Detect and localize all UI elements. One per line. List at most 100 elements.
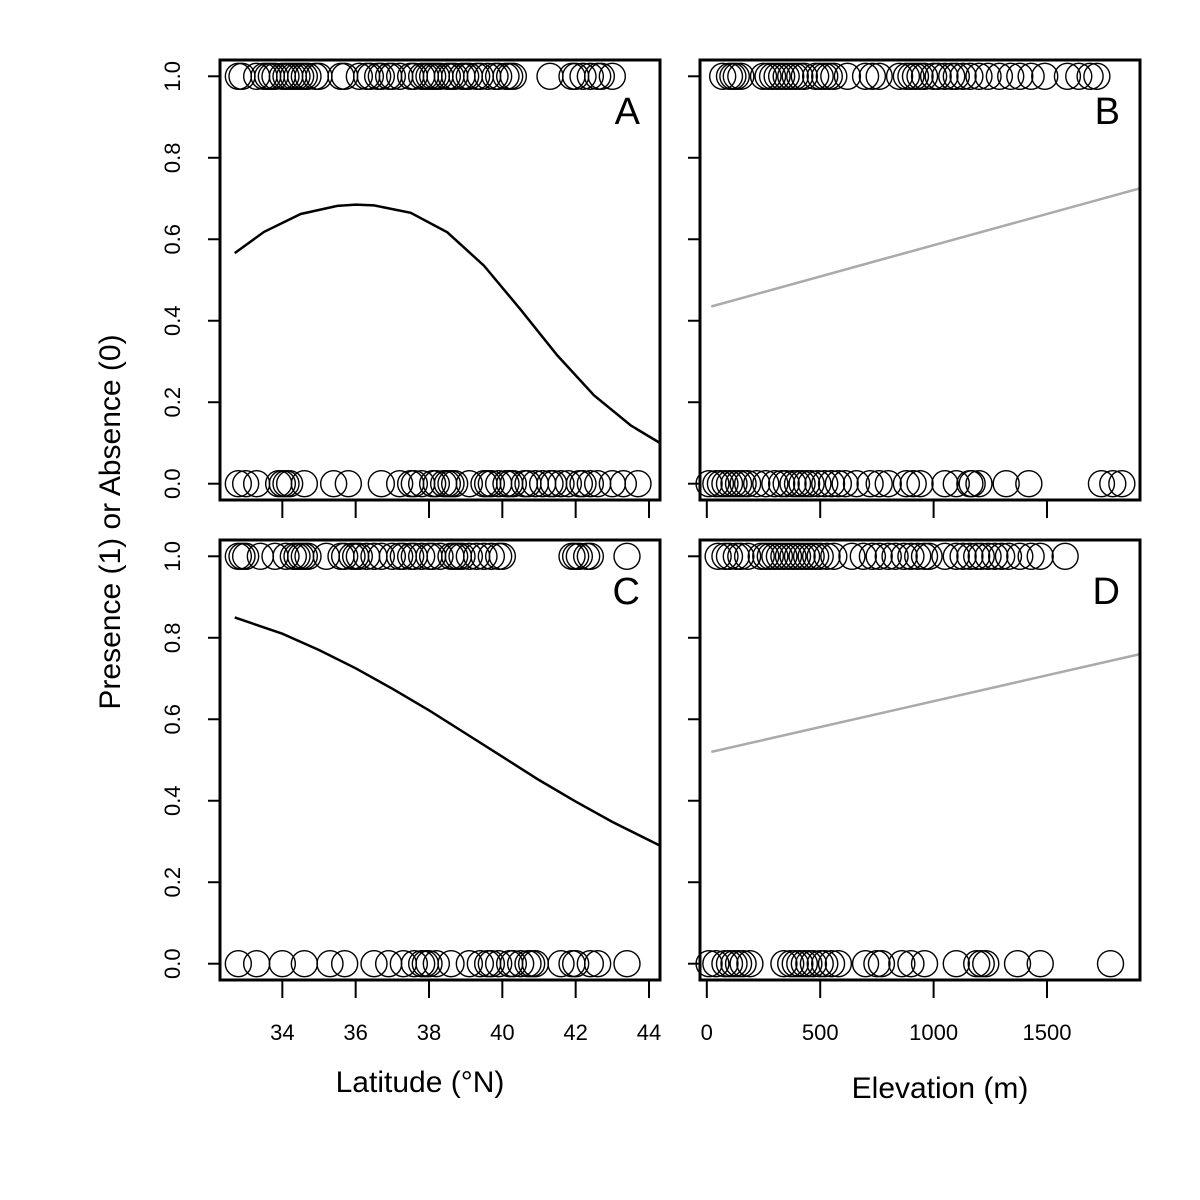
- presence-point: [949, 542, 977, 570]
- absence-point: [400, 470, 429, 498]
- presence-point: [426, 542, 454, 570]
- absence-point: [797, 470, 825, 498]
- absence-point: [499, 470, 528, 498]
- presence-point: [294, 62, 322, 90]
- presence-point: [865, 542, 893, 570]
- presence-point: [965, 62, 993, 90]
- x-tick-label: 1000: [909, 1020, 958, 1045]
- panel-d: 0 500 1000 1500 D: [688, 538, 1142, 1045]
- presence-point: [892, 62, 921, 90]
- absence-point: [863, 950, 891, 978]
- presence-point: [858, 62, 887, 90]
- presence-point: [820, 542, 848, 570]
- absence-point: [799, 950, 828, 978]
- presence-point: [792, 542, 821, 570]
- absence-point: [781, 950, 809, 978]
- presence-point: [997, 62, 1025, 90]
- presence-point: [565, 542, 594, 570]
- presence-point: [974, 62, 1002, 90]
- presence-point: [448, 542, 476, 570]
- y-tick-label: 1.0: [160, 61, 185, 92]
- absence-point: [466, 950, 495, 978]
- presence-point: [1017, 542, 1045, 570]
- presence-point: [587, 62, 616, 90]
- absence-point: [743, 470, 771, 498]
- presence-point: [811, 62, 839, 90]
- panel-frame: [698, 538, 1142, 982]
- presence-point: [781, 62, 809, 90]
- fit-line: [711, 652, 1141, 754]
- presence-point: [874, 542, 902, 570]
- absence-point: [422, 950, 451, 978]
- panel-letter: A: [615, 91, 641, 133]
- x-axis-title-elevation: Elevation (m): [852, 1072, 1029, 1105]
- presence-point: [763, 62, 791, 90]
- absence-point: [440, 470, 469, 498]
- absence-point: [824, 950, 853, 978]
- presence-point: [987, 542, 1016, 570]
- absence-point: [583, 470, 612, 498]
- absence-point: [899, 470, 927, 498]
- presence-point: [715, 542, 744, 570]
- presence-point: [733, 542, 762, 570]
- y-tick-label: 0.2: [160, 867, 185, 898]
- y-axis-title: Presence (1) or Absence (0): [94, 334, 127, 709]
- absence-point: [711, 950, 739, 978]
- y-tick-label: 0.8: [160, 142, 185, 173]
- presence-point: [956, 62, 984, 90]
- x-tick-label: 0: [701, 1020, 713, 1045]
- absence-point: [702, 950, 730, 978]
- absence-point: [910, 950, 939, 978]
- presence-point: [772, 62, 800, 90]
- panels: 0.0 0.2 0.4 0.6 0.8 1.0 A B 0.0 0.2 0.4 0.6 0.8 1.0 34…: [160, 58, 1142, 1045]
- presence-point: [806, 62, 834, 90]
- presence-point: [499, 62, 528, 90]
- presence-point: [708, 62, 737, 90]
- presence-point: [767, 62, 796, 90]
- absence-point: [1099, 470, 1127, 498]
- absence-point: [330, 950, 359, 978]
- presence-point: [770, 542, 798, 570]
- absence-point: [576, 470, 605, 498]
- presence-point: [345, 62, 374, 90]
- absence-point: [720, 470, 748, 498]
- absence-point: [770, 950, 798, 978]
- y-tick-label: 0.8: [160, 622, 185, 653]
- fit-line: [234, 616, 661, 847]
- absence-point: [609, 470, 638, 498]
- absence-point: [965, 470, 993, 498]
- absence-point: [824, 470, 853, 498]
- panel-letter: B: [1095, 91, 1120, 133]
- presence-point: [885, 62, 914, 90]
- presence-point: [901, 62, 930, 90]
- absence-point: [958, 470, 986, 498]
- y-tick-label: 0.4: [160, 785, 185, 816]
- presence-point: [942, 62, 970, 90]
- presence-point: [786, 62, 814, 90]
- absence-point: [786, 950, 814, 978]
- y-tick-label: 0.6: [160, 224, 185, 255]
- panel-letter: D: [1093, 571, 1120, 613]
- presence-point: [1051, 542, 1079, 570]
- presence-point: [756, 542, 785, 570]
- x-tick-label: 34: [270, 1020, 294, 1045]
- absence-point: [783, 470, 812, 498]
- presence-point: [367, 542, 396, 570]
- absence-point: [1003, 950, 1032, 978]
- presence-point: [779, 542, 807, 570]
- absence-point: [779, 470, 807, 498]
- presence-point: [765, 542, 794, 570]
- absence-point: [842, 470, 871, 498]
- presence-point: [915, 542, 943, 570]
- absence-point: [455, 470, 484, 498]
- absence-point: [715, 950, 744, 978]
- absence-point: [561, 950, 590, 978]
- absence-point: [477, 470, 506, 498]
- presence-point: [722, 62, 750, 90]
- absence-point: [790, 950, 819, 978]
- absence-point: [931, 470, 959, 498]
- panel-b: B: [688, 58, 1142, 518]
- presence-point: [774, 542, 803, 570]
- absence-point: [752, 470, 780, 498]
- panel-a: 0.0 0.2 0.4 0.6 0.8 1.0 A: [160, 58, 662, 518]
